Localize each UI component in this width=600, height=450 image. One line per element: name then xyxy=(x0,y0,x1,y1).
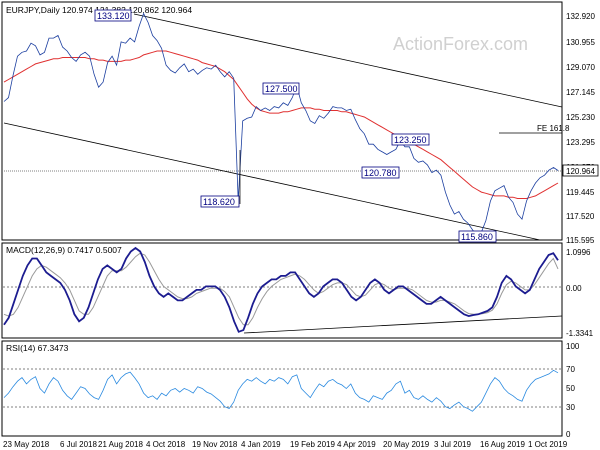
macd-y-tick: -1.3341 xyxy=(566,329,594,338)
callout-box xyxy=(361,166,400,179)
price-y-tick: 130.955 xyxy=(566,38,595,47)
price-y-tick: 123.295 xyxy=(566,138,595,147)
price-y-tick: 117.520 xyxy=(566,212,595,221)
x-axis: 23 May 2018 6 Jul 2018 21 Aug 2018 4 Oct… xyxy=(3,440,568,449)
watermark: ActionForex.com xyxy=(393,34,528,54)
rsi-header: RSI(14) 67.3473 xyxy=(6,343,69,353)
macd-y-tick: 0.00 xyxy=(566,284,582,293)
callout-127500: 127.500 xyxy=(262,82,300,95)
x-tick: 4 Jan 2019 xyxy=(241,440,281,449)
callout-text: 123.250 xyxy=(394,135,427,145)
x-tick: 19 Feb 2019 xyxy=(290,440,335,449)
price-y-tick: 119.445 xyxy=(566,188,595,197)
macd-trendline xyxy=(243,315,563,334)
callout-text: 133.120 xyxy=(97,11,130,21)
moving-average-line xyxy=(3,50,559,199)
callout-text: 118.620 xyxy=(203,197,235,207)
last-price-box xyxy=(562,164,599,177)
callout-115860: 115.860 xyxy=(458,230,497,243)
callout-box xyxy=(262,82,300,95)
price-line xyxy=(3,12,559,237)
callout-text: 120.780 xyxy=(364,168,397,178)
rsi-y-tick: 30 xyxy=(566,403,575,412)
rsi-panel xyxy=(1,340,563,437)
last-price-text: 120.964 xyxy=(566,167,595,176)
x-tick: 1 Oct 2019 xyxy=(528,440,568,449)
channel-lower-line xyxy=(3,122,541,241)
rsi-y-tick: 50 xyxy=(566,384,575,393)
price-y-tick: 129.070 xyxy=(566,63,595,72)
price-y-axis: 132.920 130.955 129.070 127.145 125.230 … xyxy=(566,12,595,245)
macd-header: MACD(12,26,9) 0.7417 0.5007 xyxy=(6,245,122,255)
x-tick: 4 Oct 2018 xyxy=(146,440,186,449)
x-tick: 3 Jul 2019 xyxy=(434,440,471,449)
callout-text: 115.860 xyxy=(461,232,493,242)
callout-box xyxy=(200,195,240,208)
price-y-tick: 125.230 xyxy=(566,113,595,122)
macd-line xyxy=(3,246,559,333)
rsi-y-tick: 0 xyxy=(566,430,571,439)
callout-120780: 120.780 xyxy=(361,166,400,179)
callout-118620: 118.620 xyxy=(200,150,241,208)
x-tick: 23 May 2018 xyxy=(3,440,50,449)
callout-133120: 133.120 xyxy=(94,9,132,22)
callout-box xyxy=(94,9,132,22)
callout-123250: 123.250 xyxy=(391,133,430,146)
price-y-tick: 132.920 xyxy=(566,12,595,21)
price-panel xyxy=(1,1,563,241)
macd-y-tick: 1.0996 xyxy=(566,248,591,257)
x-tick: 19 Nov 2018 xyxy=(192,440,238,449)
callout-text: 127.500 xyxy=(265,84,298,94)
last-price-label: 120.964 xyxy=(562,164,599,177)
fe-label: FE 161.8 xyxy=(537,124,570,133)
channel-upper-line xyxy=(133,13,563,108)
x-tick: 21 Aug 2018 xyxy=(98,440,143,449)
macd-panel xyxy=(1,242,563,339)
callout-box xyxy=(458,230,497,243)
x-tick: 4 Apr 2019 xyxy=(337,440,376,449)
macd-y-axis: 1.0996 0.00 -1.3341 xyxy=(566,248,594,338)
rsi-y-tick: 100 xyxy=(566,342,580,351)
price-y-tick: 115.595 xyxy=(566,236,595,245)
rsi-y-tick: 70 xyxy=(566,365,575,374)
rsi-line xyxy=(3,369,559,412)
x-tick: 20 May 2019 xyxy=(383,440,430,449)
macd-signal-line xyxy=(3,252,559,326)
callout-box xyxy=(391,133,430,146)
x-tick: 6 Jul 2018 xyxy=(60,440,97,449)
price-y-tick: 127.145 xyxy=(566,88,595,97)
rsi-y-axis: 100 70 50 30 0 xyxy=(566,342,580,439)
x-tick: 16 Aug 2019 xyxy=(480,440,525,449)
